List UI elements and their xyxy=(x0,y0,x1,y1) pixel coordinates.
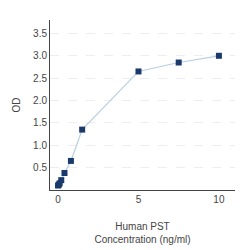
svg-text:3.5: 3.5 xyxy=(33,28,47,39)
svg-text:1.5: 1.5 xyxy=(33,117,47,128)
svg-text:2.0: 2.0 xyxy=(33,95,47,106)
svg-text:OD: OD xyxy=(11,98,22,113)
svg-text:10: 10 xyxy=(213,194,225,205)
svg-text:Human PSTConcentration (ng/ml): Human PSTConcentration (ng/ml) xyxy=(94,221,190,245)
svg-text:5: 5 xyxy=(136,194,142,205)
svg-text:0.5: 0.5 xyxy=(33,162,47,173)
svg-text:0: 0 xyxy=(55,194,61,205)
svg-text:2.5: 2.5 xyxy=(33,73,47,84)
svg-text:3.0: 3.0 xyxy=(33,50,47,61)
svg-text:1.0: 1.0 xyxy=(33,140,47,151)
